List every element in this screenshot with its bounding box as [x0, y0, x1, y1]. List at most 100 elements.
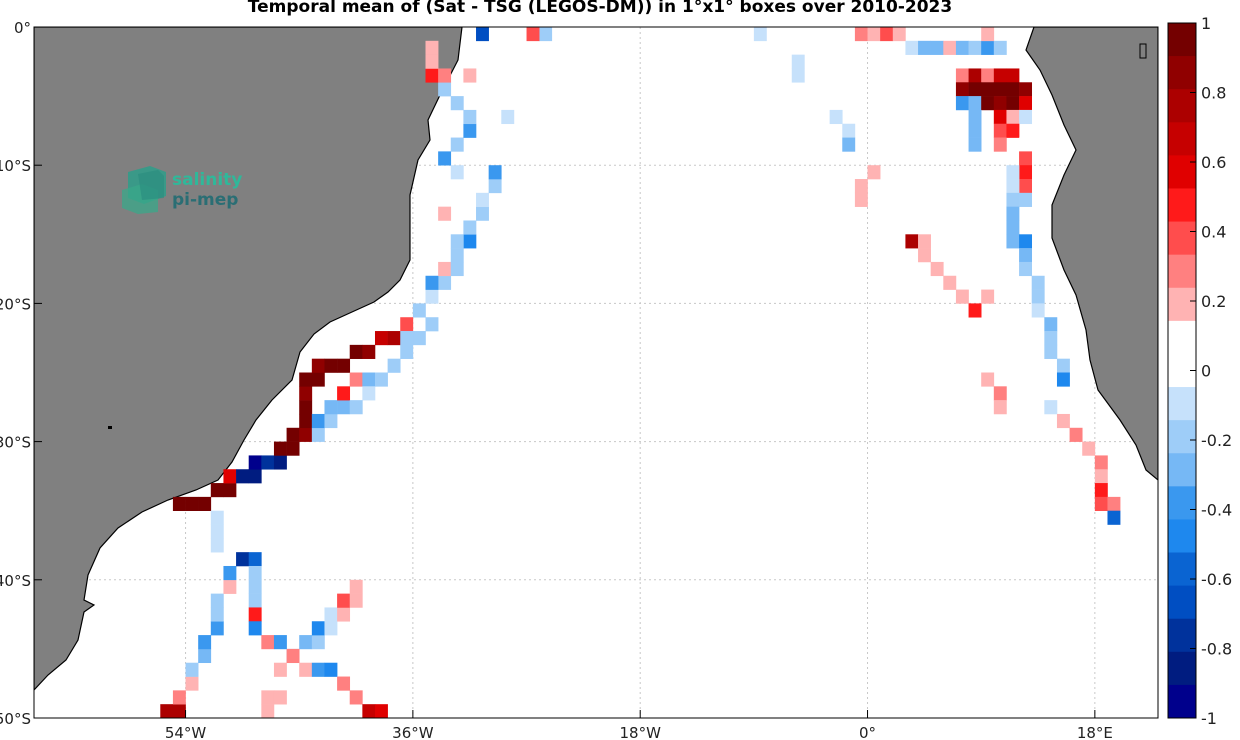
grid-cell	[842, 137, 856, 152]
grid-cell	[198, 496, 212, 511]
grid-cell	[311, 662, 325, 677]
grid-cell	[1019, 179, 1033, 194]
grid-cell	[993, 137, 1007, 152]
grid-cell	[1006, 82, 1020, 97]
grid-cell	[299, 635, 313, 650]
grid-cell	[1019, 248, 1033, 263]
grid-cell	[425, 68, 439, 83]
colorbar-swatch	[1168, 618, 1196, 653]
grid-cell	[463, 109, 477, 125]
grid-cell	[349, 593, 363, 608]
colorbar-tick-label: -0.8	[1201, 640, 1232, 659]
grid-cell	[1044, 317, 1058, 332]
grid-cell	[210, 607, 224, 622]
grid-cell	[210, 524, 224, 539]
grid-cell	[261, 455, 275, 470]
grid-cell	[539, 27, 553, 42]
grid-cell	[210, 593, 224, 608]
grid-cell	[968, 123, 982, 138]
grid-cell	[324, 400, 338, 415]
grid-cell	[1006, 179, 1020, 194]
grid-cell	[210, 483, 224, 498]
grid-cell	[236, 552, 249, 567]
x-tick-label: 18°E	[1077, 724, 1113, 740]
colorbar-swatch	[1168, 420, 1196, 454]
grid-cell	[981, 372, 995, 387]
y-tick-label: 30°S	[0, 434, 31, 452]
grid-cell	[1006, 68, 1020, 83]
grid-cell	[981, 27, 995, 42]
grid-cell	[981, 96, 995, 111]
x-tick-label: 36°W	[392, 724, 434, 740]
grid-cell	[450, 165, 464, 180]
grid-cell	[1019, 165, 1033, 180]
grid-cell	[1006, 165, 1020, 180]
grid-cell	[476, 206, 489, 221]
colorbar-swatch	[1168, 387, 1196, 421]
grid-cell	[374, 331, 388, 346]
grid-cell	[1006, 206, 1020, 221]
grid-cell	[362, 372, 376, 387]
grid-cell	[476, 192, 489, 207]
grid-cell	[248, 552, 262, 567]
plot-frame	[33, 26, 1159, 719]
grid-cell	[1094, 483, 1108, 498]
x-tick-label: 18°W	[619, 724, 661, 740]
grid-cell	[1006, 192, 1020, 207]
colorbar-tick-label: -0.4	[1201, 501, 1232, 520]
grid-cell	[438, 206, 452, 221]
grid-cell	[438, 82, 452, 97]
grid-cell	[362, 704, 376, 718]
grid-cell	[968, 68, 982, 83]
grid-cell	[854, 27, 868, 42]
colorbar-swatch	[1168, 320, 1196, 355]
grid-cell	[1019, 261, 1033, 277]
grid-cell	[223, 579, 237, 594]
grid-cell	[1044, 400, 1058, 415]
grid-cell	[993, 68, 1007, 83]
grid-cell	[450, 248, 464, 263]
grid-cell	[362, 386, 376, 401]
grid-cell	[905, 40, 919, 55]
grid-cell	[185, 496, 199, 511]
grid-cell	[324, 621, 338, 636]
grid-cell	[324, 662, 338, 677]
grid-cell	[842, 123, 856, 138]
grid-cell	[198, 648, 212, 664]
colorbar-swatch	[1168, 519, 1196, 554]
grid-cell	[248, 455, 262, 470]
colorbar-tick-label: 0.8	[1201, 84, 1226, 103]
grid-cell	[349, 372, 363, 387]
grid-cell	[1006, 220, 1020, 235]
grid-cell	[324, 413, 338, 429]
grid-cell	[337, 386, 351, 401]
grid-cell	[248, 579, 262, 594]
colorbar-swatch	[1168, 89, 1196, 123]
logo-line2: pi-mep	[172, 190, 238, 210]
grid-cell	[261, 704, 275, 718]
grid-cell	[387, 358, 401, 373]
y-tick-label: 50°S	[0, 710, 31, 728]
grid-cell	[349, 579, 363, 594]
grid-cell	[1019, 137, 1033, 152]
grid-cell	[160, 704, 174, 718]
colorbar-swatch	[1168, 122, 1196, 156]
island	[1139, 43, 1147, 59]
grid-cell	[387, 331, 401, 346]
grid-cell	[261, 635, 275, 650]
colorbar-tick-label: -0.2	[1201, 431, 1232, 450]
colorbar-tick-label: 1	[1201, 14, 1211, 33]
grid-cell	[438, 275, 452, 290]
grid-cell	[400, 331, 414, 346]
colorbar-swatch	[1168, 486, 1196, 520]
grid-cell	[1044, 331, 1058, 346]
colorbar-ticks: 1 0.8 0.6 0.4 0.2 0 -0.2 -0.4 -0.6 -0.8 -1	[1190, 14, 1232, 728]
grid-cell	[854, 179, 868, 194]
grid-cell	[248, 469, 262, 484]
grid-cell	[210, 621, 224, 636]
grid-cell	[412, 303, 426, 318]
grid-cell	[1006, 96, 1020, 111]
grid-cell	[993, 82, 1007, 97]
grid-cell	[286, 427, 300, 442]
